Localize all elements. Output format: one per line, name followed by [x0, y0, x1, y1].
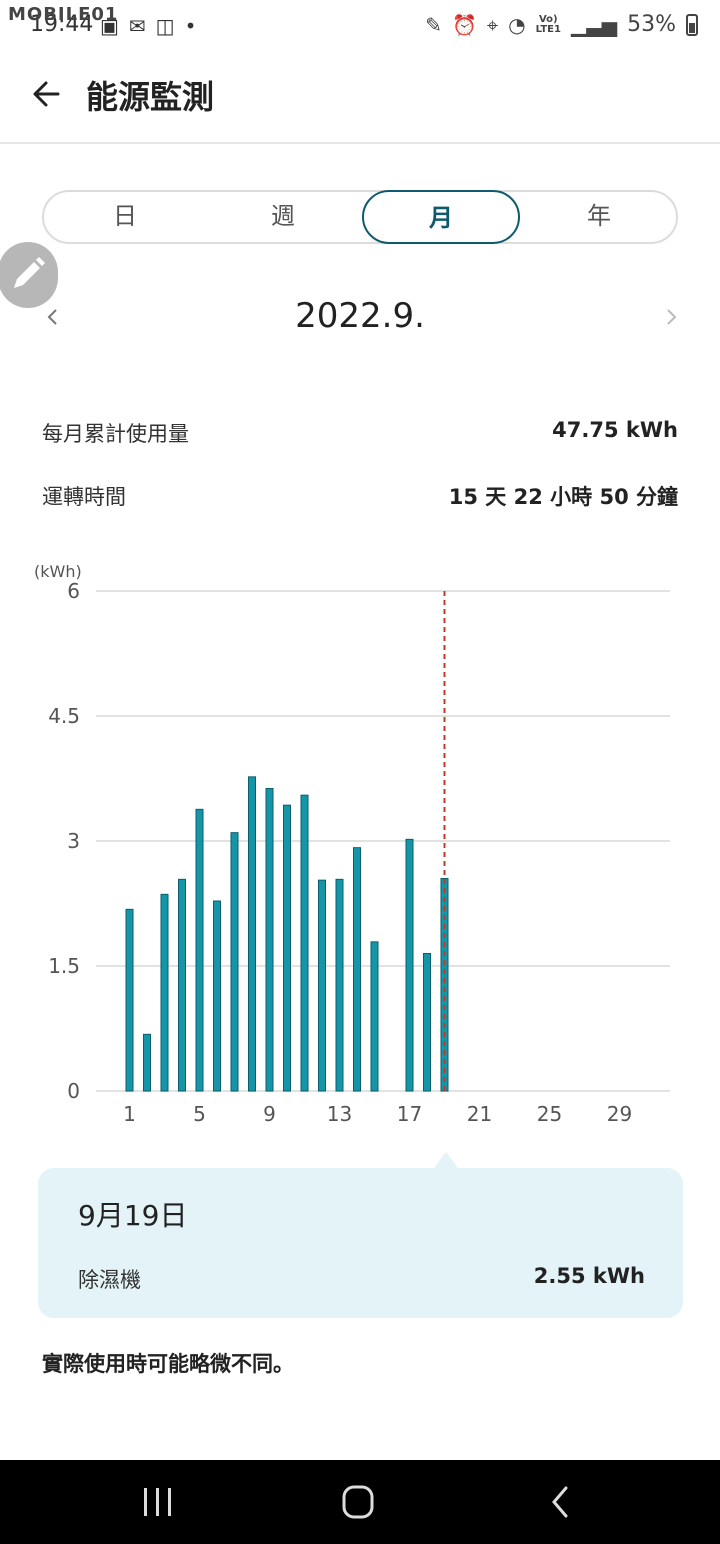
nav-back-icon: [552, 1486, 568, 1518]
status-bar: 19:44 MOBILE01 ▣ ✉ ◫ • ✎ ⏰ ⌖ ◔ Vo) LTE1 ▁…: [0, 0, 720, 52]
monthly-usage-label: 每月累計使用量: [42, 422, 189, 446]
bar-day-1[interactable]: [125, 908, 134, 1092]
x-tick-label: 1: [123, 1102, 136, 1126]
chevron-left-icon: [47, 309, 57, 325]
gallery-notification-icon: ▣: [100, 14, 119, 38]
tooltip-date: 9月19日: [78, 1199, 188, 1232]
bar-day-5[interactable]: [195, 808, 204, 1092]
runtime-label: 運轉時間: [42, 485, 126, 509]
disclaimer-text: 實際使用時可能略微不同。: [42, 1352, 294, 1376]
pencil-icon: [14, 257, 45, 288]
energy-bar-chart[interactable]: (kWh) 0 1.5 3 4.5 6 1 5 9 13 17 21 25 29: [0, 555, 720, 1145]
bar-day-8[interactable]: [248, 776, 256, 1092]
chart-bars[interactable]: [125, 776, 449, 1092]
x-axis-labels: 1 5 9 13 17 21 25 29: [123, 1102, 632, 1126]
bar-day-17[interactable]: [405, 838, 414, 1092]
next-period-button[interactable]: [662, 302, 680, 332]
chart-grid: [96, 590, 670, 1092]
y-tick-label: 1.5: [48, 954, 80, 978]
recent-apps-button[interactable]: [127, 1480, 187, 1524]
nav-back-button[interactable]: [530, 1480, 590, 1524]
alarm-icon: ⏰: [451, 12, 477, 37]
x-tick-label: 13: [327, 1102, 352, 1126]
period-tabs: 日 週 月 年: [42, 190, 678, 244]
chevron-right-icon: [667, 309, 677, 325]
x-tick-label: 25: [537, 1102, 562, 1126]
bar-day-9[interactable]: [265, 788, 274, 1092]
status-time: 19:44: [30, 12, 94, 37]
bar-day-4[interactable]: [178, 878, 186, 1092]
y-axis-labels: 0 1.5 3 4.5 6: [48, 579, 80, 1103]
shopee-notification-icon: ◫: [155, 14, 175, 38]
location-icon: ⌖: [486, 12, 499, 37]
bar-day-2[interactable]: [143, 1033, 151, 1092]
page-title: 能源監測: [86, 78, 215, 116]
bar-day-10[interactable]: [283, 804, 291, 1092]
runtime-value: 15 天 22 小時 50 分鐘: [448, 485, 678, 509]
tab-week[interactable]: 週: [271, 202, 295, 230]
period-label: 2022.9.: [295, 296, 425, 336]
more-notifications-icon: •: [184, 14, 197, 38]
signal-icon: ▁▃▅: [570, 12, 618, 37]
bar-day-6[interactable]: [213, 900, 221, 1092]
bar-day-12[interactable]: [318, 879, 326, 1092]
bar-day-7[interactable]: [230, 832, 239, 1092]
wifi-icon: ◔: [508, 12, 526, 37]
tooltip-usage-value: 2.55 kWh: [533, 1264, 645, 1288]
y-axis-unit-label: (kWh): [34, 562, 82, 581]
tooltip-device-name: 除濕機: [78, 1268, 141, 1292]
back-button[interactable]: [28, 74, 68, 114]
y-tick-label: 0: [67, 1079, 80, 1103]
tab-year[interactable]: 年: [587, 202, 611, 230]
tooltip-pointer: [434, 1152, 458, 1168]
x-tick-label: 29: [607, 1102, 632, 1126]
home-button[interactable]: [328, 1480, 388, 1524]
x-tick-label: 5: [193, 1102, 206, 1126]
edit-button[interactable]: [0, 242, 58, 308]
app-header: 能源監測: [0, 52, 720, 144]
monthly-usage-value: 47.75 kWh: [552, 418, 678, 442]
lte-icon: Vo) LTE1: [535, 13, 561, 35]
bar-day-15[interactable]: [370, 941, 379, 1092]
system-nav-bar: [0, 1460, 720, 1544]
system-icons: ✎ ⏰ ⌖ ◔ Vo) LTE1 ▁▃▅ 53%: [425, 12, 698, 37]
arrow-left-icon: [33, 81, 60, 107]
notification-icons: ▣ ✉ ◫ •: [100, 14, 196, 38]
recent-apps-icon: [144, 1488, 171, 1516]
bar-day-14[interactable]: [353, 847, 361, 1092]
bar-day-13[interactable]: [335, 878, 344, 1092]
y-tick-label: 6: [67, 579, 80, 603]
home-icon: [342, 1485, 374, 1519]
bar-day-11[interactable]: [300, 794, 309, 1092]
x-tick-label: 17: [397, 1102, 422, 1126]
bar-day-18[interactable]: [423, 953, 431, 1092]
selected-day-tooltip: 9月19日 除濕機 2.55 kWh: [38, 1168, 683, 1318]
pen-icon: ✎: [425, 12, 442, 37]
y-tick-label: 3: [67, 829, 80, 853]
battery-icon: [686, 13, 698, 36]
watermark: MOBILE01: [8, 4, 119, 25]
battery-percent: 53%: [627, 12, 676, 37]
x-tick-label: 9: [263, 1102, 276, 1126]
tab-day[interactable]: 日: [113, 202, 137, 230]
y-tick-label: 4.5: [48, 704, 80, 728]
previous-period-button[interactable]: [44, 302, 62, 332]
bar-day-3[interactable]: [160, 893, 169, 1092]
tab-month[interactable]: 月: [362, 190, 520, 244]
mail-notification-icon: ✉: [128, 14, 146, 38]
x-tick-label: 21: [467, 1102, 492, 1126]
